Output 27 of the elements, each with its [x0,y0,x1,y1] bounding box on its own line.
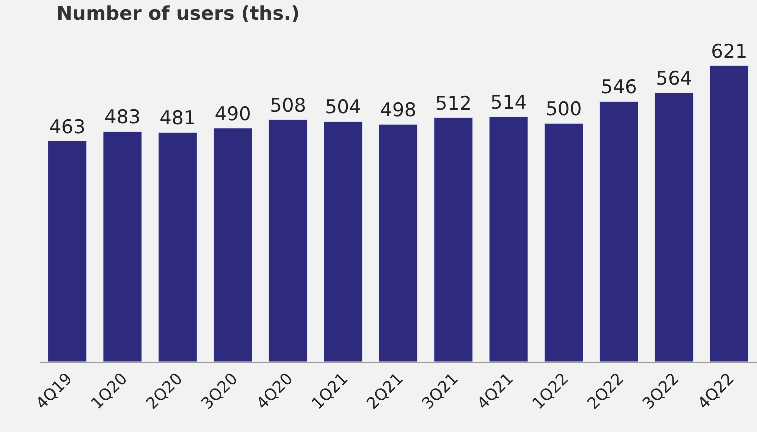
data-label: 508 [270,94,306,117]
bar [324,121,363,362]
bar [378,124,418,362]
bar [268,120,308,362]
data-label: 512 [436,92,472,115]
bar [158,132,198,362]
bar [434,118,474,362]
data-label: 490 [214,103,252,126]
bar [710,66,749,362]
data-label: 463 [49,116,86,138]
data-label: 546 [600,76,638,99]
bar [600,101,639,362]
data-label: 483 [104,106,141,129]
chart-title: Number of users (ths.) [56,2,300,25]
bar [654,92,694,362]
bar [48,141,88,362]
data-label: 500 [546,98,582,121]
data-label: 498 [380,100,417,122]
bar [489,116,528,362]
data-label: 504 [325,96,362,119]
bar [103,131,142,362]
data-label: 564 [656,68,692,90]
bar [213,128,253,362]
data-label: 621 [711,40,748,63]
bar [544,123,584,362]
data-label: 514 [490,92,527,114]
data-label: 481 [160,108,196,130]
